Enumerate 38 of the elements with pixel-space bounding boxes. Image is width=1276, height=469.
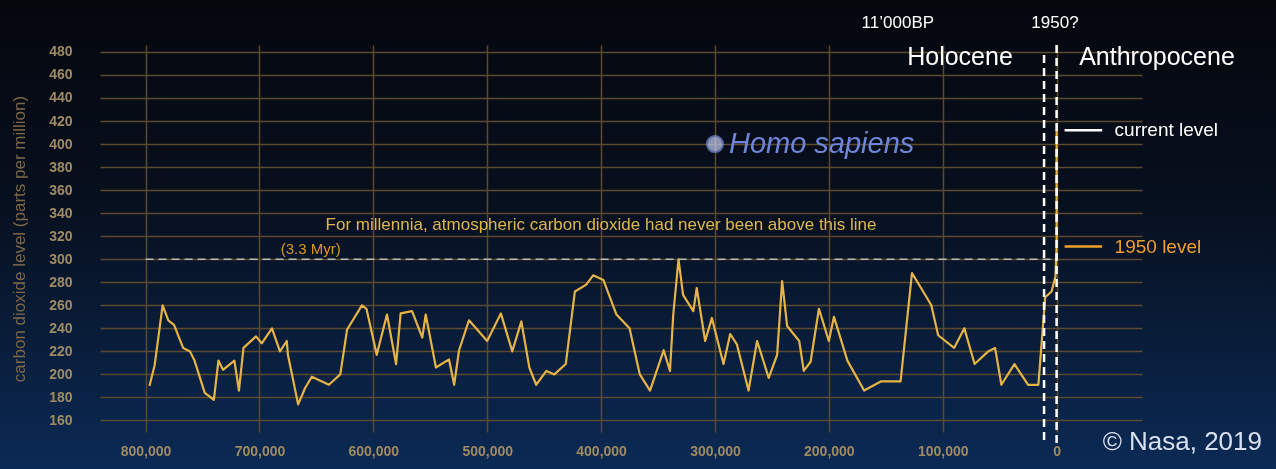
x-tick-label: 300,000	[690, 442, 741, 459]
annotation: Anthropocene	[1079, 42, 1235, 70]
y-tick-label: 400	[49, 135, 73, 152]
text: 1950?	[1031, 13, 1079, 32]
ref-line-label: For millennia, atmospheric carbon dioxide had never been above this line	[325, 215, 877, 235]
y-tick-label: 420	[49, 112, 73, 129]
x-tick-label: 700,000	[234, 442, 286, 459]
x-tick-label: 0	[1053, 442, 1062, 459]
y-tick-label: 220	[49, 342, 73, 359]
line-series	[148, 129, 1058, 406]
annotation: Holocene	[907, 42, 1013, 70]
ref-line-label: 11’000BP	[861, 13, 935, 32]
y-tick-label: 300	[49, 250, 73, 267]
x-tick-label: 400,000	[576, 442, 628, 459]
x-tick-label: 100,000	[917, 442, 969, 459]
y-tick-label: 380	[49, 158, 73, 175]
y-tick-label: 480	[49, 43, 73, 60]
y-tick-label: 180	[49, 388, 73, 405]
y-tick-label: 340	[49, 204, 73, 221]
annotation: © Nasa, 2019	[1102, 426, 1262, 456]
y-tick-label: 440	[49, 89, 73, 106]
annotation: Homo sapiens	[728, 127, 915, 160]
x-tick-label: 800,000	[120, 442, 172, 459]
y-tick-label: 200	[49, 365, 73, 382]
y-tick-label: 260	[49, 296, 73, 313]
x-tick-label: 600,000	[348, 442, 400, 459]
y-tick-label: 360	[49, 181, 73, 198]
y-tick-label: 320	[49, 227, 73, 244]
y-tick-label: 280	[49, 273, 73, 290]
y-axis-title: carbon dioxide level (parts per million)	[10, 95, 30, 383]
y-tick-label: 460	[49, 66, 73, 83]
annotation: current level	[1114, 119, 1219, 141]
annotation: 1950 level	[1114, 235, 1202, 257]
x-tick-label: 200,000	[804, 442, 855, 459]
annotation: (3.3 Myr)	[280, 240, 341, 258]
x-tick-label: 500,000	[462, 442, 514, 459]
y-tick-label: 240	[49, 319, 73, 336]
y-tick-label: 160	[49, 411, 73, 428]
